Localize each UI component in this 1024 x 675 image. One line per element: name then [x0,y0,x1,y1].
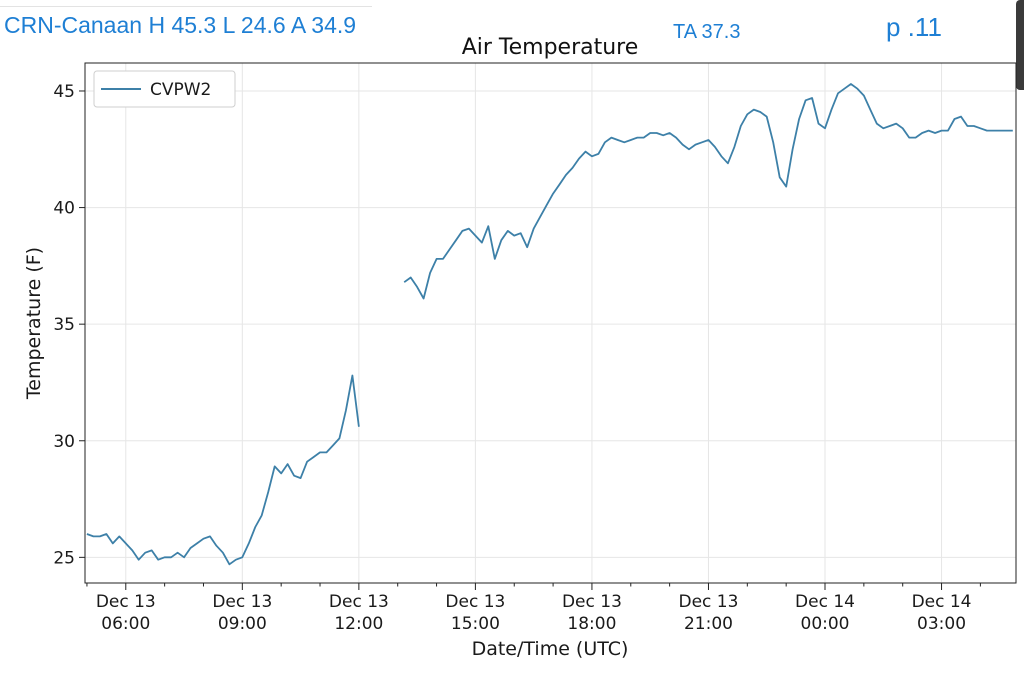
plot-frame [84,62,1017,584]
x-tick-label-date: Dec 14 [912,592,972,612]
x-tick-label-time: 15:00 [451,614,500,634]
x-tick-label-time: 12:00 [334,614,383,634]
y-axis-label: Temperature (F) [23,247,45,400]
y-tick-label: 25 [53,548,75,568]
grid [85,63,1016,583]
station-summary: CRN-Canaan H 45.3 L 24.6 A 34.9 [4,12,357,38]
y-tick-label: 35 [53,315,75,335]
page-label: p .11 [886,12,942,42]
x-tick-label-date: Dec 13 [679,592,739,612]
x-tick-label-time: 06:00 [101,614,150,634]
series-line-cvpw2 [86,374,360,566]
series-line-cvpw2 [403,83,1013,300]
legend-entry-cvpw2: CVPW2 [150,80,211,100]
x-tick-label-date: Dec 13 [329,592,389,612]
x-tick-label-date: Dec 13 [212,592,272,612]
y-axis: 25 30 35 40 45 [53,82,85,568]
scroll-edge-handle[interactable] [1016,0,1024,90]
x-tick-label-time: 21:00 [684,614,733,634]
x-axis-label: Date/Time (UTC) [472,638,629,660]
x-tick-label-date: Dec 14 [795,592,855,612]
x-tick-label-time: 00:00 [801,614,850,634]
y-tick-label: 30 [53,432,75,452]
y-tick-label: 40 [53,199,75,219]
chart-title: Air Temperature [462,35,639,60]
x-tick-label-date: Dec 13 [96,592,156,612]
ta-label: TA 37.3 [673,21,741,43]
top-divider [0,6,372,7]
legend-box [93,70,236,108]
x-tick-label-time: 03:00 [917,614,966,634]
x-tick-label-date: Dec 13 [445,592,505,612]
series-lines [86,83,1013,566]
x-tick-label-time: 09:00 [218,614,267,634]
x-tick-label-time: 18:00 [567,614,616,634]
y-tick-label: 45 [53,82,75,102]
legend: CVPW2 [93,70,236,108]
x-tick-label-date: Dec 13 [562,592,622,612]
